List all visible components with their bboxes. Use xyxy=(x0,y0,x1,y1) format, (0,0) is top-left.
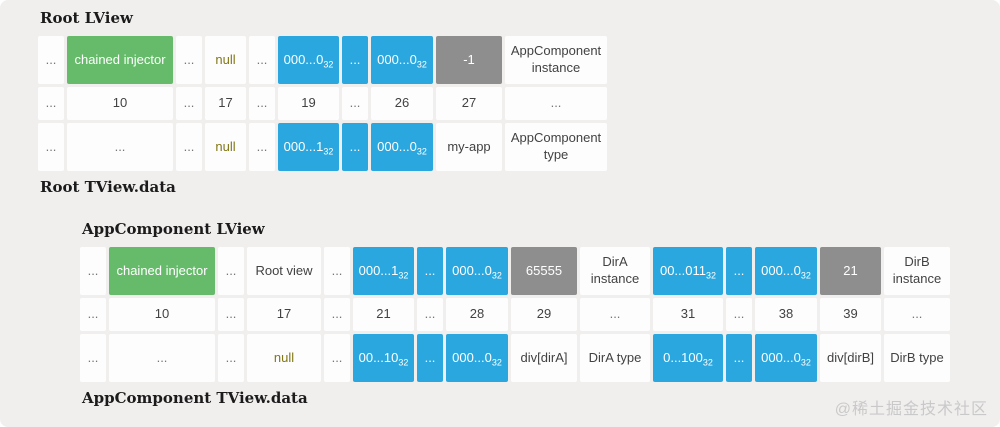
table-cell: my-app xyxy=(436,123,502,171)
table-cell: ... xyxy=(80,247,106,295)
root-lview-title: Root LView xyxy=(40,9,133,27)
table-cell: 000...032 xyxy=(755,247,817,295)
table-cell: ... xyxy=(109,334,215,382)
table-cell: ... xyxy=(580,298,650,331)
table-cell: 000...132 xyxy=(353,247,414,295)
table-cell: 000...032 xyxy=(446,334,508,382)
table-cell: AppComponent type xyxy=(505,123,607,171)
table-cell: ... xyxy=(176,123,202,171)
watermark: @稀土掘金技术社区 xyxy=(834,401,988,418)
table-cell: ... xyxy=(324,334,350,382)
table-cell: ... xyxy=(324,298,350,331)
table-cell: DirA type xyxy=(580,334,650,382)
table-cell: 21 xyxy=(820,247,881,295)
table-cell: ... xyxy=(324,247,350,295)
table-cell: 10 xyxy=(109,298,215,331)
table-cell: ... xyxy=(417,247,443,295)
table-cell: ... xyxy=(218,298,244,331)
appcomponent-lview-table: ... chained injector... Root view... 000...… xyxy=(80,247,950,382)
table-cell: DirA instance xyxy=(580,247,650,295)
table-cell: ... xyxy=(884,298,950,331)
table-cell: DirB type xyxy=(884,334,950,382)
table-cell: ... xyxy=(218,334,244,382)
appcomponent-tview-data-label: AppComponent TView.data xyxy=(82,389,308,407)
table-cell: 29 xyxy=(511,298,577,331)
table-cell: null xyxy=(205,36,246,84)
table-cell: null xyxy=(247,334,321,382)
table-cell: ... xyxy=(342,36,368,84)
table-cell: 17 xyxy=(205,87,246,120)
table-cell: chained injector xyxy=(109,247,215,295)
table-cell: ... xyxy=(80,334,106,382)
table-cell: 0...10032 xyxy=(653,334,723,382)
table-cell: ... xyxy=(38,87,64,120)
table-cell: ... xyxy=(218,247,244,295)
table-cell: 00...1032 xyxy=(353,334,414,382)
table-cell: 19 xyxy=(278,87,339,120)
table-cell: ... xyxy=(417,298,443,331)
table-cell: 31 xyxy=(653,298,723,331)
table-cell: 000...032 xyxy=(755,334,817,382)
table-cell: ... xyxy=(726,298,752,331)
table-cell: 10 xyxy=(67,87,173,120)
table-cell: ... xyxy=(80,298,106,331)
table-cell: DirB instance xyxy=(884,247,950,295)
table-cell: 21 xyxy=(353,298,414,331)
table-cell: ... xyxy=(505,87,607,120)
root-lview-section: Root LView ... chained injector... null...… xyxy=(38,8,607,198)
table-cell: 000...032 xyxy=(446,247,508,295)
table-cell: 000...032 xyxy=(371,36,433,84)
table-cell: ... xyxy=(342,87,368,120)
table-cell: 28 xyxy=(446,298,508,331)
table-cell: ... xyxy=(342,123,368,171)
table-cell: 65555 xyxy=(511,247,577,295)
root-tview-data-label: Root TView.data xyxy=(40,178,176,196)
table-cell: 000...032 xyxy=(371,123,433,171)
table-cell: 000...032 xyxy=(278,36,339,84)
appcomponent-lview-section: AppComponent LView ... chained injector..… xyxy=(80,219,950,409)
table-cell: ... xyxy=(67,123,173,171)
table-cell: ... xyxy=(38,123,64,171)
table-cell: -1 xyxy=(436,36,502,84)
table-cell: ... xyxy=(417,334,443,382)
table-cell: 26 xyxy=(371,87,433,120)
table-cell: ... xyxy=(176,36,202,84)
table-cell: ... xyxy=(249,87,275,120)
table-cell: 000...132 xyxy=(278,123,339,171)
table-cell: ... xyxy=(176,87,202,120)
table-cell: 39 xyxy=(820,298,881,331)
table-cell: chained injector xyxy=(67,36,173,84)
table-cell: 38 xyxy=(755,298,817,331)
table-cell: Root view xyxy=(247,247,321,295)
table-cell: ... xyxy=(726,334,752,382)
appcomponent-lview-title: AppComponent LView xyxy=(82,220,265,238)
table-cell: ... xyxy=(249,123,275,171)
table-cell: AppComponent instance xyxy=(505,36,607,84)
table-cell: ... xyxy=(726,247,752,295)
table-cell: 27 xyxy=(436,87,502,120)
table-cell: ... xyxy=(249,36,275,84)
table-cell: 00...01132 xyxy=(653,247,723,295)
table-cell: div[dirA] xyxy=(511,334,577,382)
table-cell: 17 xyxy=(247,298,321,331)
table-cell: div[dirB] xyxy=(820,334,881,382)
table-cell: null xyxy=(205,123,246,171)
root-lview-table: ... chained injector... null... 000...032..… xyxy=(38,36,607,171)
table-cell: ... xyxy=(38,36,64,84)
